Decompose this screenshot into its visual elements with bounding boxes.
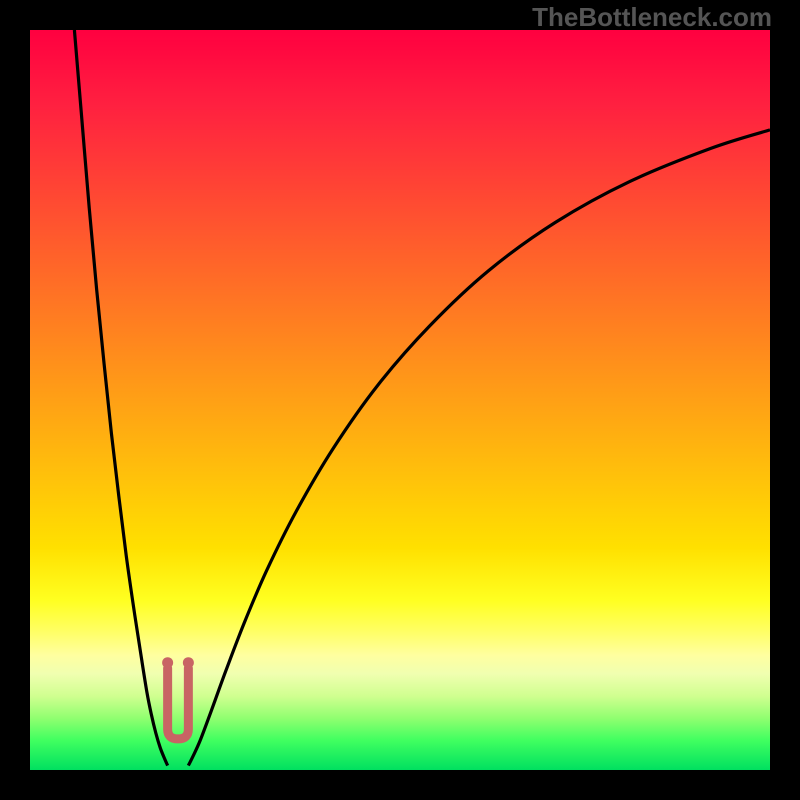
watermark-text: TheBottleneck.com: [532, 2, 772, 33]
valley-dot-right: [183, 657, 194, 668]
bottleneck-chart: [0, 0, 800, 800]
valley-dot-left: [162, 657, 173, 668]
